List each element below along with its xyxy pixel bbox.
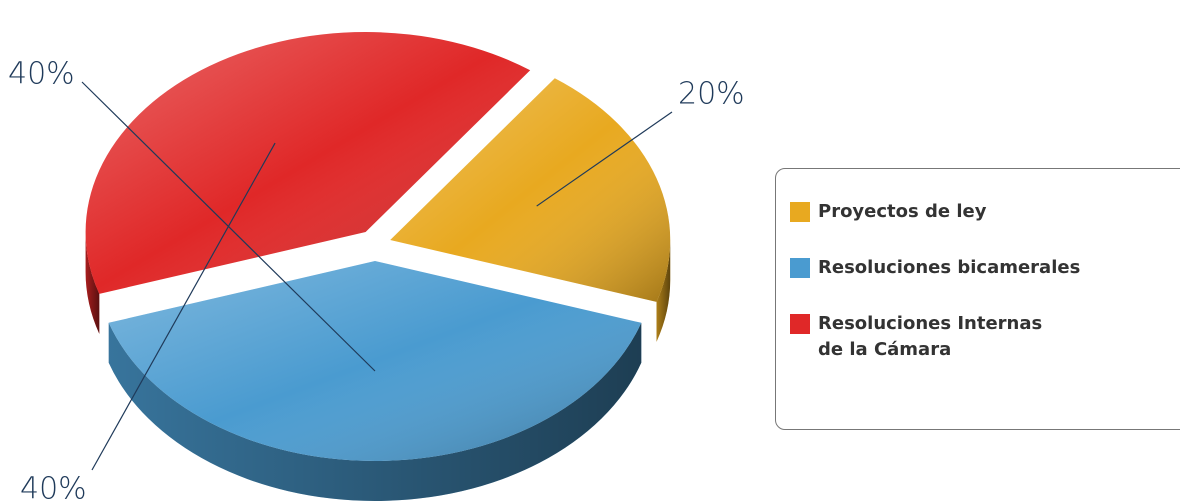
data-label: 40% (8, 57, 75, 92)
legend-label: Resoluciones bicamerales (818, 257, 1081, 278)
slice (390, 78, 671, 342)
legend-item: Proyectos de ley (790, 199, 1180, 225)
data-label: 40% (20, 472, 87, 502)
slice-side-shade (85, 232, 100, 334)
legend-swatch (790, 202, 810, 222)
slice-top-shade (108, 261, 642, 461)
slice-top-shade (85, 32, 531, 294)
legend-label: Resoluciones Internas de la Cámara (818, 313, 1043, 360)
legend-item: Resoluciones Internas de la Cámara (790, 311, 1180, 363)
slice-side-shade (656, 240, 671, 342)
slice-top-shade (390, 78, 671, 302)
slice-side-shade (108, 322, 642, 501)
leader-line (91, 142, 276, 471)
slice (85, 32, 531, 334)
legend-label: Proyectos de ley (818, 201, 987, 222)
leader-line (536, 111, 673, 207)
data-label: 20% (678, 77, 745, 112)
legend-swatch (790, 258, 810, 278)
legend-swatch (790, 314, 810, 334)
legend: Proyectos de ley Resoluciones bicamerales… (775, 168, 1180, 430)
slice (108, 261, 642, 501)
legend-item: Resoluciones bicamerales (790, 255, 1180, 281)
